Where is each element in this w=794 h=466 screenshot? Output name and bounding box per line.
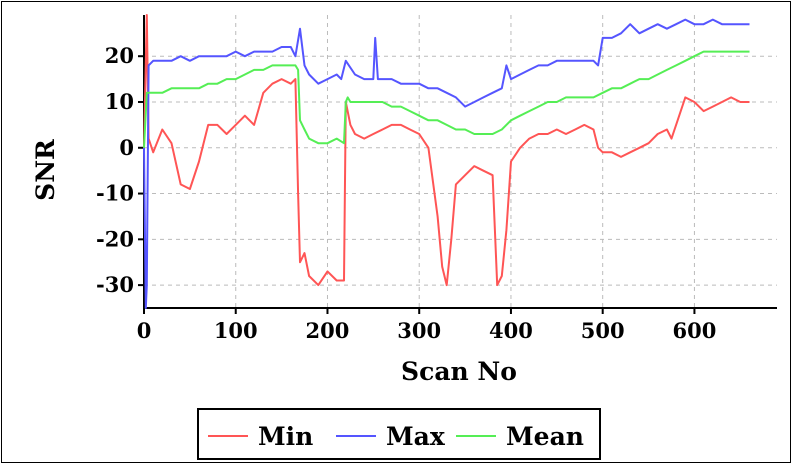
legend-label-max: Max bbox=[386, 422, 446, 451]
x-tick-label-6: 600 bbox=[673, 318, 717, 343]
x-tick-label-4: 400 bbox=[489, 318, 533, 343]
legend-box bbox=[197, 408, 601, 460]
tick-labels: 0 100 200 300 400 500 600 -30 -20 -10 0 10 20 bbox=[96, 43, 716, 343]
axes bbox=[138, 15, 777, 314]
y-tick-label-0: -30 bbox=[96, 272, 134, 297]
y-tick-label-1: -20 bbox=[96, 226, 134, 251]
y-tick-label-3: 0 bbox=[119, 135, 134, 160]
series-line-min bbox=[143, 14, 750, 287]
series-line-mean bbox=[143, 50, 750, 148]
y-tick-label-4: 10 bbox=[105, 89, 134, 114]
series-lines bbox=[143, 14, 750, 309]
y-tick-label-5: 20 bbox=[105, 43, 134, 68]
x-tick-label-3: 300 bbox=[397, 318, 441, 343]
x-tick-label-1: 100 bbox=[214, 318, 258, 343]
legend-label-min: Min bbox=[258, 422, 313, 451]
grid bbox=[144, 15, 777, 308]
series-line-max bbox=[143, 18, 750, 309]
x-tick-label-0: 0 bbox=[137, 318, 152, 343]
x-tick-label-2: 200 bbox=[306, 318, 350, 343]
y-axis-title: SNR bbox=[31, 139, 60, 201]
legend-label-mean: Mean bbox=[506, 422, 584, 451]
y-tick-label-2: -10 bbox=[96, 181, 134, 206]
x-axis-title: Scan No bbox=[401, 357, 517, 386]
x-tick-label-5: 500 bbox=[581, 318, 625, 343]
legend: Min Max Mean bbox=[197, 408, 601, 460]
